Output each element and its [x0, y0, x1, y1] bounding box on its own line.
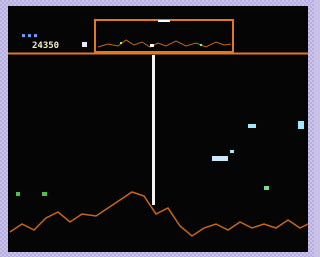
enemy — [212, 156, 228, 161]
enemy — [264, 186, 269, 190]
enemy — [248, 124, 256, 128]
laser-beam — [152, 55, 155, 205]
game-screen: ■ ■ ■ 24350 — [0, 0, 314, 257]
score: 24350 — [32, 41, 59, 51]
scanner-ship — [150, 44, 154, 47]
enemy — [298, 121, 304, 129]
humanoid — [16, 192, 20, 196]
smart-bomb-icon — [82, 42, 87, 47]
enemy — [230, 150, 234, 153]
page: ■ ■ ■ 24350 (() => { const data = JSON.p… — [0, 0, 314, 257]
scanner-blip — [200, 44, 202, 46]
humanoid — [42, 192, 47, 196]
player-label: ■ ■ ■ — [22, 33, 37, 39]
scanner-blip — [120, 42, 122, 44]
